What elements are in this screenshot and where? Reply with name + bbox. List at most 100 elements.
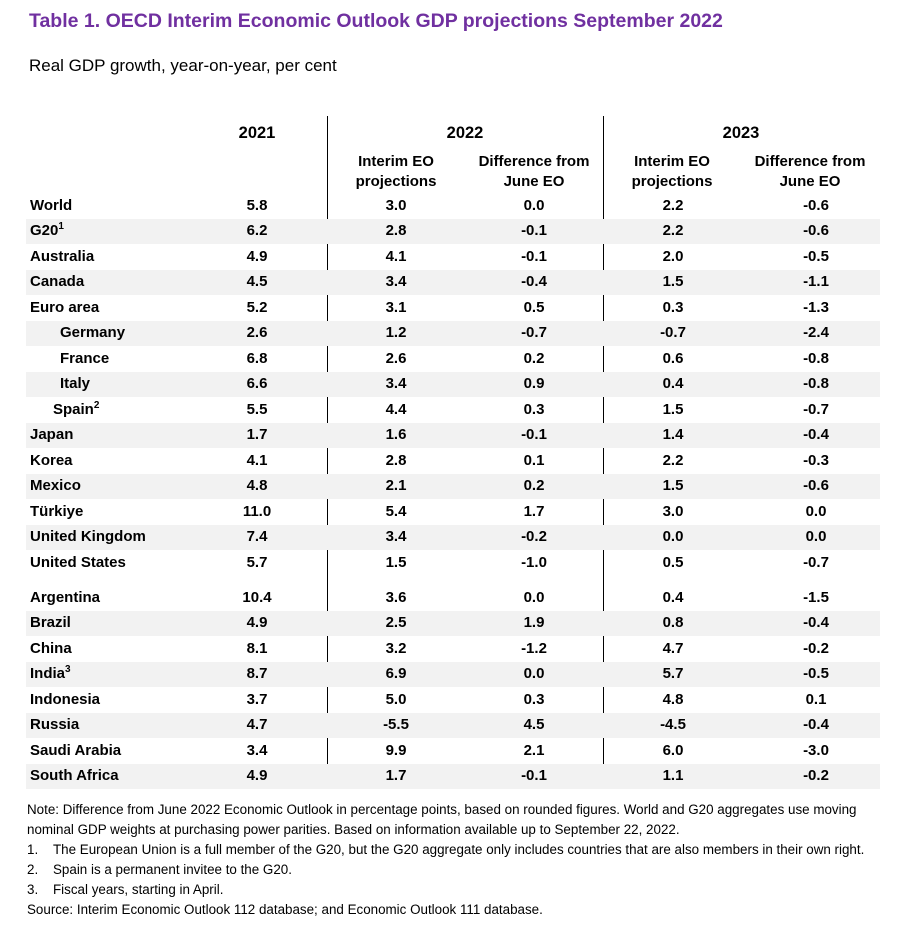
table-cell: 0.8 [662,614,684,631]
table-notes: Note: Difference from June 2022 Economic… [27,800,887,920]
table-cell: 2.6 [385,350,407,367]
row-label-text: Russia [30,716,80,733]
table-cell: -1.0 [521,554,547,571]
table-cell: -1.1 [803,273,829,290]
table-cell: 0.0 [662,528,684,545]
column-divider-left [327,116,328,788]
row-label: Germany [60,324,125,341]
table-cell: 2.0 [662,248,684,265]
header-2022-difference: Difference from June EO [466,152,602,192]
table-cell: 6.6 [246,375,268,392]
footnote-text: Spain is a permanent invitee to the G20. [53,862,292,877]
header-diff-line2: June EO [503,173,565,190]
row-label-text: Italy [60,375,91,392]
table-cell: 2.2 [662,197,684,214]
header-diff-line1: Difference from [754,153,866,170]
header-year-2021: 2021 [238,124,276,142]
table-cell: -0.5 [803,248,829,265]
table-cell: 9.9 [385,742,407,759]
table-cell: 3.4 [385,375,407,392]
table-cell: 2.2 [662,452,684,469]
header-interim-line1: Interim EO [634,153,710,170]
table-cell: 3.0 [385,197,407,214]
row-label-text: Euro area [30,299,100,316]
table-title: Table 1. OECD Interim Economic Outlook G… [29,10,723,32]
table-cell: -0.6 [803,222,829,239]
table-cell: -0.7 [521,324,547,341]
table-cell: 4.4 [385,401,407,418]
table-cell: 3.4 [246,742,268,759]
table-cell: -0.1 [521,767,547,784]
table-cell: 3.6 [385,589,407,606]
table-row: South Africa 4.9 1.7 -0.1 1.1 -0.2 [26,764,880,789]
table-cell: -2.4 [803,324,829,341]
row-label: Australia [30,248,94,265]
table-cell: 3.2 [385,640,407,657]
row-label: Italy [60,375,90,392]
table-row: Germany 2.6 1.2 -0.7 -0.7 -2.4 [26,321,880,346]
row-label: Türkiye [30,503,83,520]
footnote-1: 1. The European Union is a full member of… [27,840,887,860]
table-cell: 2.2 [662,222,684,239]
row-label-text: Canada [30,273,85,290]
table-cell: 3.0 [662,503,684,520]
table-row: United Kingdom 7.4 3.4 -0.2 0.0 0.0 [26,525,880,550]
row-label: Argentina [30,589,100,606]
table-row: Canada 4.5 3.4 -0.4 1.5 -1.1 [26,270,880,295]
table-cell: -0.4 [521,273,547,290]
row-label: Korea [30,452,73,469]
table-cell: 0.0 [523,665,545,682]
table-cell: 6.9 [385,665,407,682]
note-line-1: Note: Difference from June 2022 Economic… [27,802,857,817]
table-cell: 7.4 [246,528,268,545]
table-cell: 10.4 [242,589,272,606]
table-cell: 0.2 [523,477,545,494]
table-cell: 2.8 [385,452,407,469]
footnote-marker: 2 [93,400,100,411]
table-cell: 4.8 [662,691,684,708]
table-cell: 3.1 [385,299,407,316]
table-row: China 8.1 3.2 -1.2 4.7 -0.2 [26,637,880,662]
row-label: Brazil [30,614,71,631]
table-row: Euro area 5.2 3.1 0.5 0.3 -1.3 [26,296,880,321]
row-label: Saudi Arabia [30,742,121,759]
table-cell: 4.9 [246,614,268,631]
row-label-text: Argentina [30,589,101,606]
note-line-2: nominal GDP weights at purchasing power … [27,822,680,837]
table-cell: -0.1 [521,222,547,239]
table-cell: 0.4 [662,589,684,606]
table-cell: 0.0 [805,503,827,520]
table-cell: 0.1 [523,452,545,469]
row-label: South Africa [30,767,119,784]
table-cell: 0.5 [662,554,684,571]
row-label-text: Türkiye [30,503,84,520]
table-cell: 6.8 [246,350,268,367]
table-cell: -0.7 [803,554,829,571]
table-row: Argentina 10.4 3.6 0.0 0.4 -1.5 [26,586,880,611]
row-label-text: United States [30,554,126,571]
row-label: United States [30,554,126,571]
table-cell: 1.5 [385,554,407,571]
table-cell: 4.9 [246,248,268,265]
footnote-marker: 3 [65,664,71,675]
table-cell: 3.4 [385,528,407,545]
table-cell: 6.2 [246,222,268,239]
row-label-text: Australia [30,248,95,265]
header-interim-line2: projections [631,173,713,190]
table-cell: 8.1 [246,640,268,657]
table-cell: 5.4 [385,503,407,520]
row-label-text: China [30,640,72,657]
row-label-text: India [30,665,66,682]
table-cell: 1.5 [662,477,684,494]
table-cell: -0.5 [803,665,829,682]
row-label-text: Indonesia [30,691,101,708]
table-cell: 0.1 [805,691,827,708]
row-label-text: United Kingdom [30,528,146,545]
table-cell: 2.1 [385,477,407,494]
table-cell: 4.5 [523,716,545,733]
table-cell: 1.9 [523,614,545,631]
footnote-text: The European Union is a full member of t… [53,842,865,857]
table-cell: 1.7 [246,426,268,443]
table-row: Türkiye 11.0 5.4 1.7 3.0 0.0 [26,500,880,525]
table-subtitle: Real GDP growth, year-on-year, per cent [29,56,337,75]
